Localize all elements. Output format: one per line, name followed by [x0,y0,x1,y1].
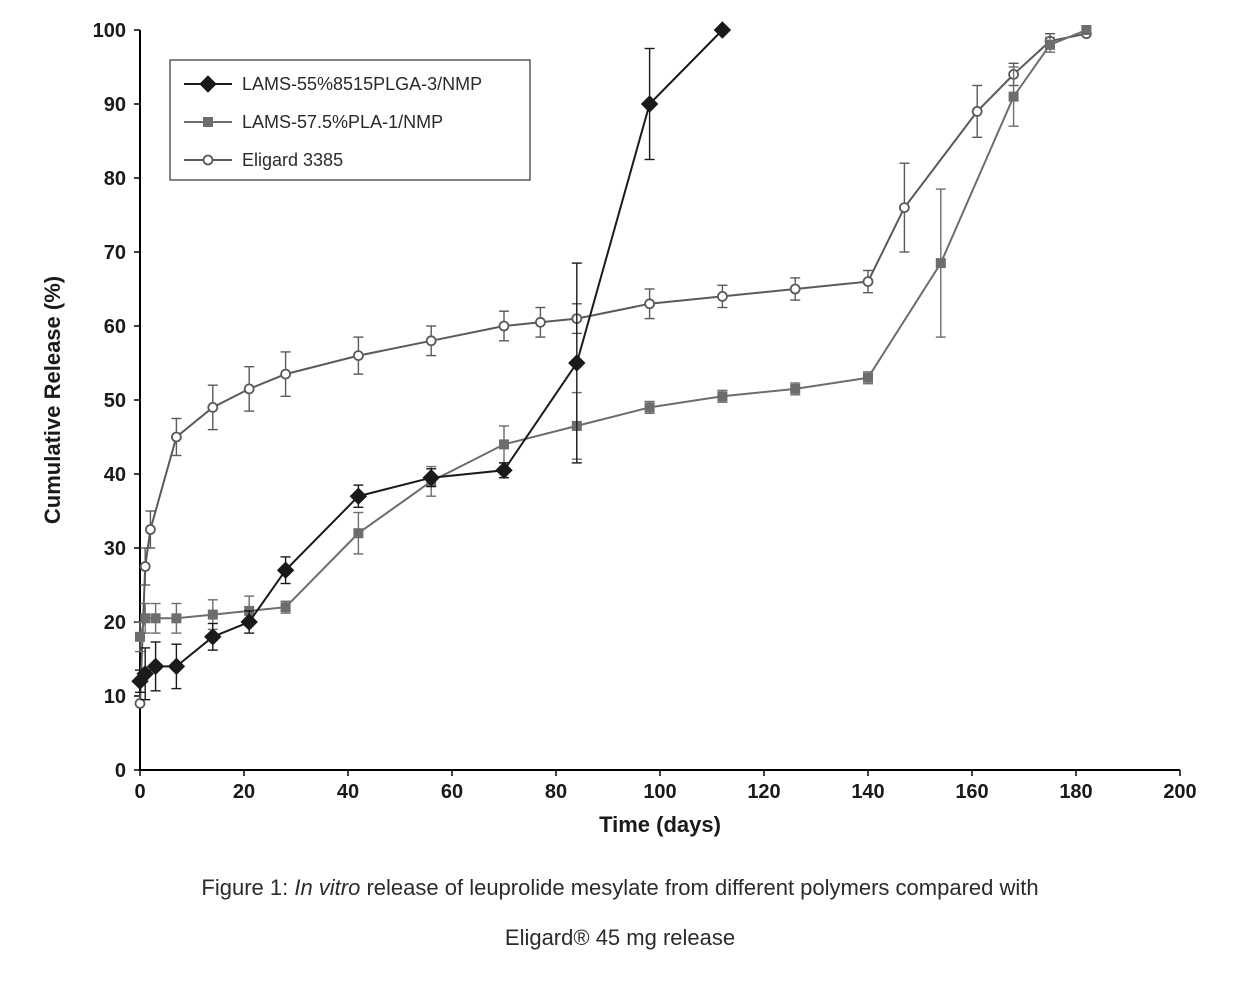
legend-label: Eligard 3385 [242,150,343,170]
figure-caption-line1: Figure 1: In vitro release of leuprolide… [0,870,1240,905]
y-tick-label: 0 [115,760,126,782]
y-tick-label: 100 [93,20,126,42]
x-tick-label: 180 [1059,781,1092,803]
caption-rest: release of leuprolide mesylate from diff… [360,875,1038,900]
y-axis-label: Cumulative Release (%) [40,276,65,524]
x-tick-label: 100 [643,781,676,803]
x-tick-label: 0 [134,781,145,803]
x-tick-label: 20 [233,781,255,803]
y-tick-label: 70 [104,242,126,264]
caption-line2-text: Eligard® 45 mg release [505,925,735,950]
caption-prefix: Figure 1: [201,875,294,900]
x-tick-label: 200 [1163,781,1196,803]
y-tick-label: 30 [104,538,126,560]
figure-container: { "chart": { "type": "line", "xlabel": "… [0,0,1240,984]
figure-caption-line2: Eligard® 45 mg release [0,920,1240,955]
x-tick-label: 120 [747,781,780,803]
x-tick-label: 80 [545,781,567,803]
x-tick-label: 140 [851,781,884,803]
legend-label: LAMS-55%8515PLGA-3/NMP [242,74,482,94]
y-tick-label: 90 [104,94,126,116]
y-tick-label: 20 [104,612,126,634]
release-chart: 0 20 40 60 80 100 120 140 160 180 200 0 10 20 30 40 50 60… [0,0,1240,840]
y-tick-label: 60 [104,316,126,338]
x-tick-label: 160 [955,781,988,803]
caption-italic: In vitro [294,875,360,900]
x-tick-label: 40 [337,781,359,803]
legend-label: LAMS-57.5%PLA-1/NMP [242,112,443,132]
x-tick-label: 60 [441,781,463,803]
y-tick-label: 40 [104,464,126,486]
y-tick-label: 10 [104,686,126,708]
y-tick-label: 50 [104,390,126,412]
x-axis-label: Time (days) [599,812,721,837]
y-tick-label: 80 [104,168,126,190]
legend: LAMS-55%8515PLGA-3/NMP LAMS-57.5%PLA-1/NM… [170,60,530,180]
